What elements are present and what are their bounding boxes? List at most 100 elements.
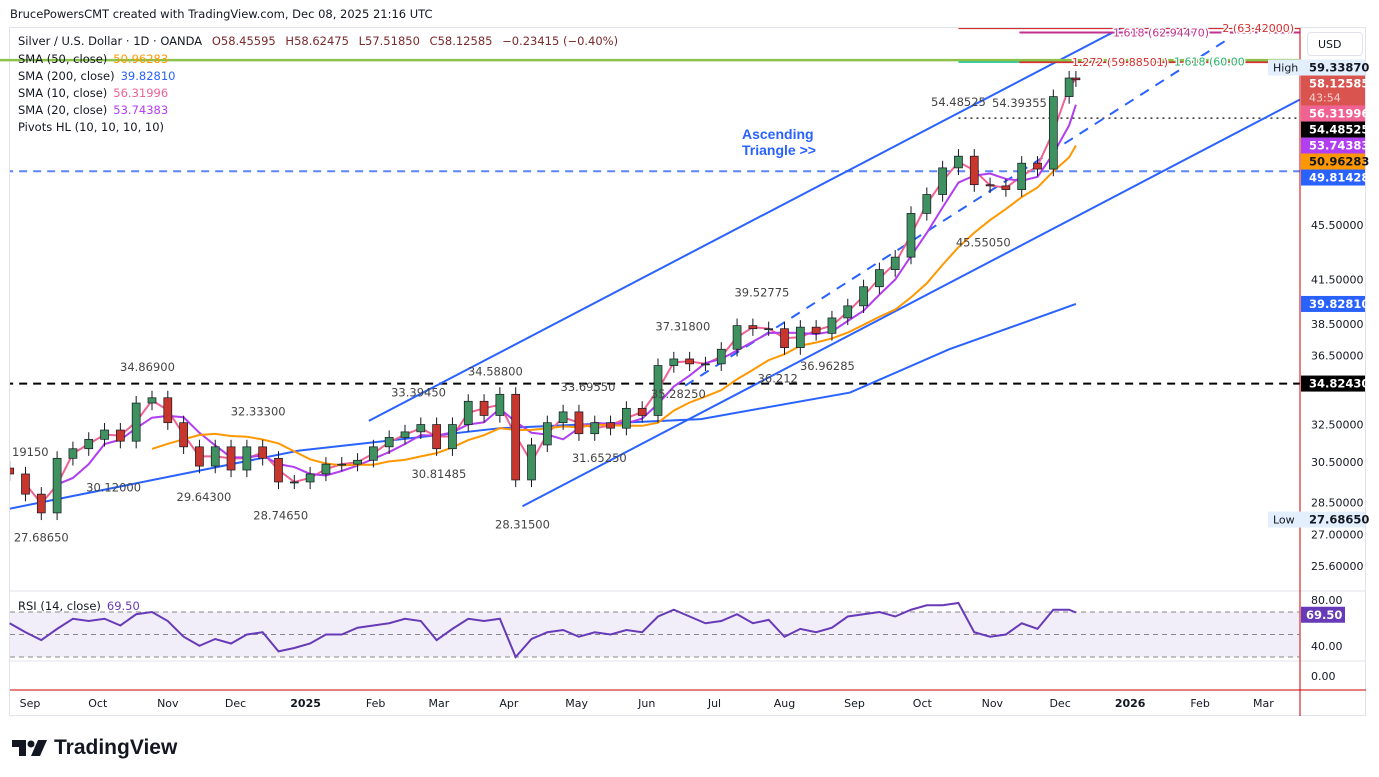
candle[interactable] [622,401,631,436]
candle[interactable] [875,262,884,294]
candle[interactable] [147,390,157,411]
candle[interactable] [922,187,932,221]
candle[interactable] [131,395,141,449]
candle[interactable] [637,401,647,423]
candle[interactable] [890,250,900,277]
candle[interactable] [969,149,979,192]
candle[interactable] [369,439,378,468]
candle[interactable] [795,320,805,355]
candle[interactable] [116,422,125,449]
sma-200-line[interactable] [10,303,1077,510]
candle[interactable] [21,466,30,502]
candle[interactable] [226,439,236,478]
candle[interactable] [558,404,568,430]
candle[interactable] [859,279,868,314]
candle[interactable] [384,430,394,454]
candle[interactable] [1048,89,1058,177]
candle[interactable] [954,149,963,176]
main-pane[interactable] [5,16,1300,521]
candle[interactable] [764,321,774,336]
candle[interactable] [1017,156,1027,197]
annotation-line-1: Ascending [742,126,814,142]
candle[interactable] [36,487,46,521]
candle[interactable] [84,432,94,456]
candle[interactable] [258,439,268,466]
candle[interactable] [511,387,521,488]
candle[interactable] [701,356,710,372]
candle[interactable] [732,318,742,357]
candle[interactable] [179,415,188,454]
legend-sma-50[interactable]: SMA (50, close) 50.96283 [18,52,168,66]
time-axis-label: Sep [844,697,865,710]
legend-sma-20[interactable]: SMA (20, close) 53.74383 [18,103,168,117]
candle[interactable] [606,415,615,436]
candle[interactable] [242,439,252,478]
candle-body [938,167,947,195]
candle[interactable] [479,394,489,423]
candle-body [875,269,884,288]
candle[interactable] [542,415,552,453]
pivot-label: 32.33300 [231,405,286,419]
candle-body [606,422,615,429]
candle[interactable] [669,351,679,373]
time-axis-label: Oct [913,697,933,710]
candle[interactable] [463,394,473,432]
candle[interactable] [416,417,426,440]
candle[interactable] [811,320,821,341]
chart-credit: BrucePowersCMT created with TradingView.… [10,7,433,21]
candle[interactable] [495,387,505,423]
candle[interactable] [1001,178,1011,197]
candle[interactable] [289,474,299,490]
candle[interactable] [163,390,173,430]
currency-button[interactable]: USD [1307,32,1363,56]
pivot-label: 35.28250 [651,387,706,401]
ascending-triangle-annotation[interactable]: Ascending Triangle >> [742,126,816,158]
candle[interactable] [590,415,600,441]
candle[interactable] [305,466,315,490]
candle[interactable] [748,318,758,336]
candle[interactable] [1064,70,1074,104]
candle[interactable] [574,404,584,441]
candle-body [305,473,315,483]
candle[interactable] [448,417,457,456]
candle[interactable] [1071,70,1081,87]
candle[interactable] [985,177,995,194]
legend-rsi[interactable]: RSI (14, close) 69.50 [18,599,140,613]
candle[interactable] [274,451,283,490]
legend-pivots[interactable]: Pivots HL (10, 10, 10, 10) [18,120,164,134]
candle[interactable] [906,206,916,265]
candle[interactable] [100,422,109,447]
candle[interactable] [52,451,62,521]
candle[interactable] [827,310,837,341]
pivot-label: 33.69550 [561,380,616,394]
price-badge-text: 50.96283 [1309,155,1369,169]
candle[interactable] [400,424,410,445]
candle[interactable] [432,417,441,456]
candle[interactable] [195,439,204,474]
legend-sma-200[interactable]: SMA (200, close) 39.82810 [18,69,175,83]
candle[interactable] [527,437,536,488]
candle[interactable] [938,160,947,202]
candle[interactable] [843,298,853,326]
candle[interactable] [337,457,347,472]
sma-line[interactable] [151,145,1077,467]
candle[interactable] [780,321,789,355]
candle[interactable] [716,342,726,372]
candle[interactable] [68,441,78,466]
upper-channel-line[interactable] [368,16,1144,422]
lower-channel-line[interactable] [521,98,1300,508]
candle[interactable] [321,457,331,482]
candle[interactable] [353,453,362,472]
candle[interactable] [653,358,663,423]
price-badge: 34.82430 [1301,375,1369,392]
candle[interactable] [210,439,220,474]
legend-sma-10[interactable]: SMA (10, close) 56.31996 [18,86,168,100]
tradingview-logo[interactable]: TradingView [12,736,177,760]
candle[interactable] [6,460,15,482]
indicator-label: SMA (10, close) [18,86,108,100]
candle[interactable] [1033,156,1042,177]
candle[interactable] [685,351,694,372]
rsi-line[interactable] [9,601,1077,659]
price-badge-bg [1301,169,1365,186]
